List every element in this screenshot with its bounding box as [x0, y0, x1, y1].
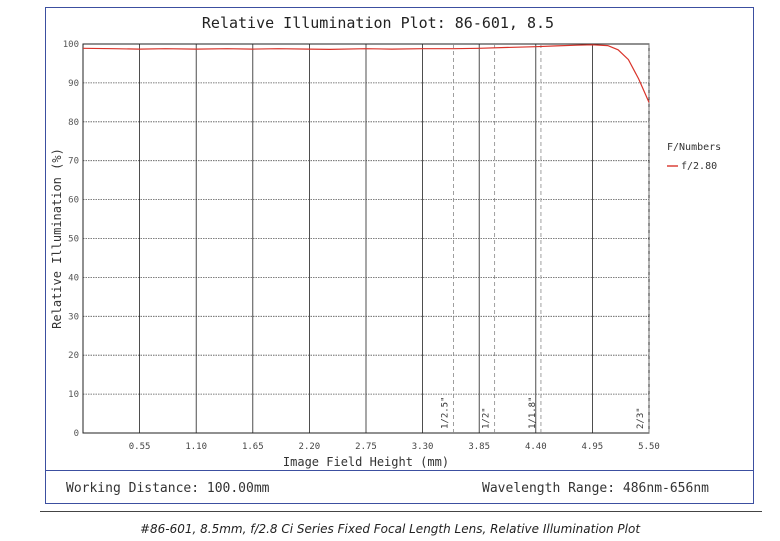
- y-tick-label: 60: [68, 196, 79, 206]
- x-tick-label: 4.40: [525, 442, 547, 452]
- y-tick-label: 90: [68, 79, 79, 89]
- y-tick-label: 10: [68, 390, 79, 400]
- y-tick-label: 20: [68, 351, 79, 361]
- chart-title: Relative Illumination Plot: 86-601, 8.5: [202, 14, 554, 32]
- y-tick-label: 30: [68, 312, 79, 322]
- chart-footer: Working Distance: 100.00mm Wavelength Ra…: [46, 470, 753, 504]
- y-tick-label: 50: [68, 235, 79, 245]
- chart-frame: Relative Illumination Plot: 86-601, 8.5 0…: [45, 7, 754, 504]
- x-tick-label: 3.85: [468, 442, 490, 452]
- legend-title: F/Numbers: [667, 142, 721, 153]
- y-tick-label: 80: [68, 118, 79, 128]
- x-tick-label: 1.65: [242, 442, 264, 452]
- wavelength-range-label: Wavelength Range: 486nm-656nm: [482, 481, 709, 496]
- x-tick-label: 0.55: [129, 442, 151, 452]
- relative-illumination-chart: Relative Illumination Plot: 86-601, 8.5 0…: [50, 14, 721, 469]
- y-tick-label: 40: [68, 273, 79, 283]
- x-tick-label: 5.50: [638, 442, 660, 452]
- legend-entry: f/2.80: [681, 161, 717, 172]
- figure-caption: #86-601, 8.5mm, f/2.8 Ci Series Fixed Fo…: [139, 522, 641, 536]
- x-axis-label: Image Field Height (mm): [283, 455, 449, 469]
- sensor-marker-label: 1/2": [482, 407, 492, 429]
- y-tick-label: 100: [63, 40, 79, 50]
- y-axis-label: Relative Illumination (%): [50, 148, 64, 329]
- sensor-marker-label: 1/1.8": [528, 396, 538, 429]
- caption-divider: [40, 511, 762, 512]
- plot-border: [82, 43, 650, 434]
- x-tick-label: 2.20: [299, 442, 321, 452]
- y-tick-label: 70: [68, 157, 79, 167]
- sensor-marker-label: 1/2.5": [440, 396, 450, 429]
- series-line-0: [82, 44, 650, 103]
- x-tick-label: 2.75: [355, 442, 377, 452]
- x-tick-label: 4.95: [582, 442, 604, 452]
- working-distance-label: Working Distance: 100.00mm: [66, 481, 270, 496]
- x-tick-label: 3.30: [412, 442, 434, 452]
- y-tick-label: 0: [74, 429, 79, 439]
- sensor-marker-label: 2/3": [636, 407, 646, 429]
- x-tick-label: 1.10: [185, 442, 207, 452]
